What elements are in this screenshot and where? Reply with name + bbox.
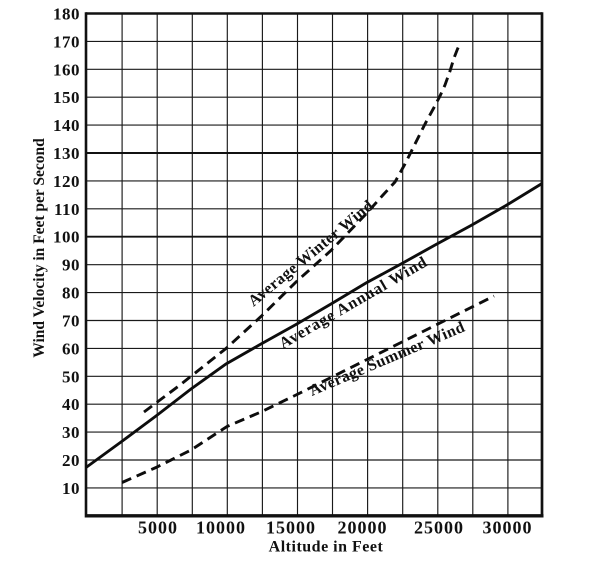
svg-text:20000: 20000 [338, 518, 388, 538]
svg-text:180: 180 [53, 5, 80, 24]
svg-text:150: 150 [53, 88, 80, 107]
svg-text:25000: 25000 [414, 518, 464, 538]
svg-text:110: 110 [54, 200, 80, 219]
svg-text:40: 40 [62, 395, 80, 414]
svg-text:80: 80 [62, 284, 80, 303]
svg-text:90: 90 [62, 256, 80, 275]
svg-text:Altitude in Feet: Altitude in Feet [269, 539, 384, 556]
svg-text:170: 170 [53, 32, 80, 51]
svg-text:20: 20 [62, 451, 80, 470]
svg-text:10000: 10000 [196, 518, 246, 538]
svg-text:10: 10 [62, 479, 80, 498]
svg-text:Wind Velocity in Feet per Seco: Wind Velocity in Feet per Second [31, 138, 48, 358]
svg-text:30000: 30000 [483, 518, 533, 538]
svg-text:70: 70 [62, 312, 80, 331]
svg-text:140: 140 [53, 116, 80, 135]
svg-text:15000: 15000 [266, 518, 316, 538]
svg-text:50: 50 [62, 367, 80, 386]
svg-text:130: 130 [53, 144, 80, 163]
svg-text:160: 160 [53, 60, 80, 79]
svg-text:30: 30 [62, 423, 80, 442]
svg-text:5000: 5000 [138, 518, 178, 538]
svg-text:120: 120 [53, 172, 80, 191]
svg-text:100: 100 [53, 228, 80, 247]
svg-text:60: 60 [62, 339, 80, 358]
